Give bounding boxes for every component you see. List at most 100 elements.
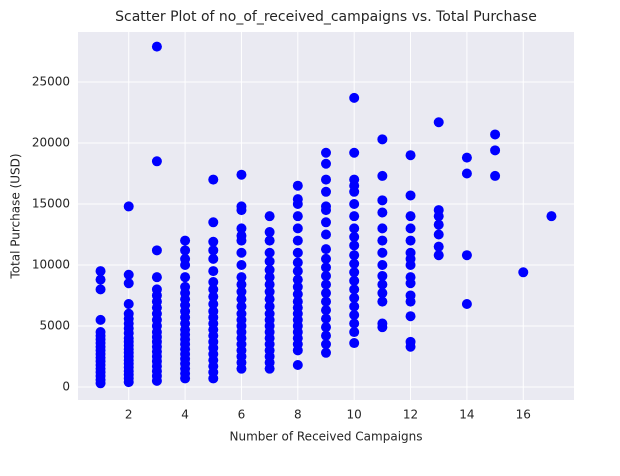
point [180,281,191,292]
point [180,235,191,246]
point [123,201,134,212]
point [490,129,501,140]
point [377,288,388,299]
point [377,296,388,307]
point [490,145,501,156]
point [292,235,303,246]
point [349,211,360,222]
point [236,259,247,270]
point [264,247,275,258]
point [461,168,472,179]
point [236,247,247,258]
point [264,308,275,319]
point [321,253,331,264]
point [321,229,331,240]
point [433,229,444,240]
point [180,272,191,283]
point [123,278,134,289]
point [461,299,472,310]
point [349,250,360,261]
point [180,253,191,264]
point [377,207,388,218]
point [433,219,444,230]
point [236,301,247,312]
point [405,190,416,201]
point [208,284,219,295]
point [292,274,303,285]
point [236,223,247,234]
point [349,198,360,209]
point [377,195,388,206]
point [264,286,275,297]
y-tick-label: 15000 [32,196,70,210]
point [264,235,275,246]
point [236,279,247,290]
point [405,247,416,258]
point [292,194,303,205]
point [208,236,219,247]
point [264,264,275,275]
point [405,150,416,161]
point [349,275,360,286]
point [349,267,360,278]
point [433,117,444,128]
x-tick-label: 4 [181,408,189,422]
point [123,299,134,310]
point [123,269,134,280]
point [349,240,360,251]
y-axis-label: Total Purchase (USD) [9,153,23,279]
point [292,247,303,258]
point [236,272,247,283]
point [349,301,360,312]
point [151,41,162,52]
point [151,272,162,283]
x-tick-label: 12 [403,408,418,422]
point [236,169,247,180]
point [321,201,331,212]
x-tick-label: 10 [347,408,362,422]
x-tick-label: 16 [516,408,531,422]
chart-title: Scatter Plot of no_of_received_campaigns… [115,9,537,25]
point [95,327,106,338]
point [292,359,303,370]
point [208,291,219,302]
point [377,318,388,329]
point [405,311,416,322]
point [208,174,219,185]
x-tick-label: 8 [294,408,302,422]
point [292,266,303,277]
point [264,301,275,312]
point [292,296,303,307]
point [546,211,557,222]
y-tick-label: 10000 [32,257,70,271]
point [208,253,219,264]
point [349,292,360,303]
point [321,330,331,341]
point [321,313,331,324]
point [321,296,331,307]
point [321,158,331,169]
point [151,156,162,167]
point [349,231,360,242]
point [208,299,219,310]
point [405,272,416,283]
point [95,284,106,295]
point [518,267,529,278]
point [292,281,303,292]
point [321,279,331,290]
point [264,279,275,290]
y-tick-label: 0 [62,379,70,393]
x-axis-label: Number of Received Campaigns [229,430,422,444]
x-tick-label: 14 [459,408,474,422]
point [236,230,247,241]
point [377,235,388,246]
point [208,245,219,256]
point [349,327,360,338]
point [321,186,331,197]
point [433,205,444,216]
point [151,284,162,295]
point [405,336,416,347]
point [236,308,247,319]
point [321,147,331,158]
